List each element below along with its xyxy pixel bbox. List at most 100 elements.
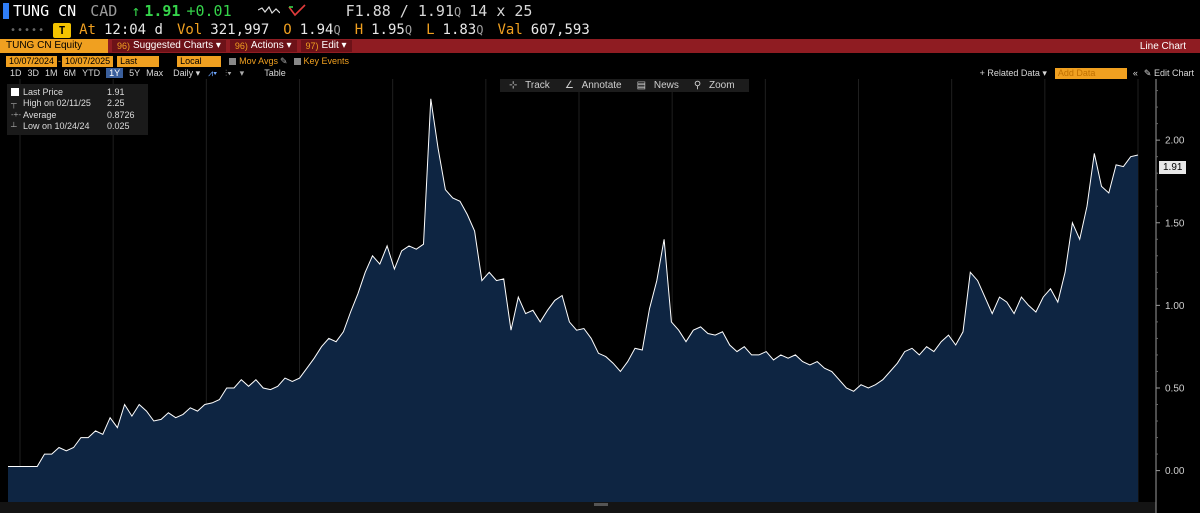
frequency-select[interactable]: Daily ▾ — [173, 67, 201, 78]
actions-button[interactable]: 96) Actions ▾ — [229, 40, 297, 52]
legend-value: 2.25 — [107, 98, 125, 109]
volume: 321,997 — [210, 22, 270, 38]
track-label: Track — [525, 80, 550, 91]
period-6m[interactable]: 6M — [63, 68, 77, 78]
net-change: +0.01 — [186, 2, 232, 20]
low-marker-icon: ┴ — [11, 121, 17, 131]
legend-row-last: Last Price 1.91 — [11, 86, 144, 98]
suggested-label: Suggested Charts — [133, 40, 214, 51]
ticker[interactable]: TUNG CN — [13, 2, 77, 20]
time-label: At — [79, 22, 96, 38]
period-3d[interactable]: 3D — [27, 68, 40, 78]
ask: 1.91 — [417, 2, 454, 20]
edit-num: 97) — [305, 41, 319, 51]
trade-icon[interactable]: T — [53, 22, 72, 38]
y-tick-label: 0.50 — [1165, 383, 1185, 394]
y-tick-label: 1.50 — [1165, 218, 1185, 229]
open-label: O — [283, 22, 292, 38]
chart-legend[interactable]: Last Price 1.91 ┬ High on 02/11/25 2.25 … — [7, 84, 148, 135]
open: 1.94 — [299, 22, 334, 38]
legend-row-average: -+- Average 0.8726 — [11, 109, 144, 121]
y-tick-label: 0.00 — [1165, 466, 1185, 477]
collapse-icon[interactable]: « — [1132, 68, 1138, 78]
ask-source: Q — [454, 5, 462, 19]
line-style-icon[interactable]: ⩘▾ — [208, 67, 218, 78]
annotate-label: Annotate — [581, 80, 622, 91]
high-source: Q — [404, 23, 413, 37]
legend-row-low: ┴ Low on 10/24/24 0.025 — [11, 121, 144, 133]
period-1d[interactable]: 1D — [10, 68, 22, 78]
legend-name: Low on 10/24/24 — [23, 121, 90, 132]
add-data-input[interactable]: Add Data — [1054, 67, 1127, 79]
scroll-handle — [594, 503, 608, 506]
currency-select[interactable]: Local CCY — [177, 55, 222, 77]
period-row: 1D 3D 1M 6M YTD 1Y 5Y Max Daily ▾ ⩘▾ ⫶▾ … — [0, 67, 1200, 79]
news-tool[interactable]: ▤ News — [636, 80, 679, 91]
more-icon[interactable]: ▾ — [239, 67, 245, 78]
average-marker-icon: -+- — [11, 110, 21, 120]
zoom-tool[interactable]: ⚲ Zoom — [693, 80, 735, 91]
checkbox-icon — [229, 57, 237, 65]
low-label: L — [426, 22, 435, 38]
open-source: Q — [333, 23, 341, 37]
legend-row-high: ┬ High on 02/11/25 2.25 — [11, 98, 144, 110]
legend-value: 0.8726 — [107, 109, 135, 120]
date-dash: - — [58, 56, 62, 66]
y-tick-label: 2.00 — [1165, 136, 1185, 147]
price-chart[interactable]: 0.00 0.50 1.00 1.50 2.00 — [0, 79, 1200, 513]
bid-ask: F1.88 / 1.91Q — [345, 2, 462, 20]
table-button[interactable]: Table — [264, 68, 286, 78]
suggested-charts-button[interactable]: 96) Suggested Charts ▾ — [112, 40, 226, 52]
start-date-input[interactable]: 10/07/2024 — [6, 55, 58, 67]
low: 1.83 — [442, 22, 477, 38]
period-1m[interactable]: 1M — [45, 68, 58, 78]
more-dots-icon[interactable]: ••••• — [10, 24, 46, 36]
related-data-button[interactable]: + Related Data ▾ — [979, 67, 1047, 78]
period-1y[interactable]: 1Y — [106, 68, 124, 78]
y-tick-label: 1.00 — [1165, 301, 1185, 312]
edit-label: Edit — [321, 40, 339, 51]
security-field[interactable]: TUNG CN Equity — [0, 39, 108, 53]
chart-tools: ⊹ Track ∠ Annotate ▤ News ⚲ Zoom — [500, 79, 749, 92]
quote-stats: ••••• T At 12:04 d Vol 321,997 O 1.94 Q H… — [0, 21, 1200, 39]
period-max[interactable]: Max — [146, 68, 164, 78]
legend-name: High on 02/11/25 — [23, 98, 91, 109]
bid-ask-size: 14 x 25 — [469, 2, 533, 20]
high: 1.95 — [371, 22, 405, 38]
right-tools: + Related Data ▾ Add Data « ✎ Edit Chart — [979, 67, 1194, 79]
sparkline-icon — [257, 5, 280, 15]
mov-avgs-label: Mov Avgs — [239, 55, 278, 66]
function-toolbar: TUNG CN Equity 96) Suggested Charts ▾ 96)… — [0, 39, 1200, 53]
key-events-toggle[interactable]: Key Events — [293, 56, 350, 66]
key-events-label: Key Events — [303, 56, 350, 66]
end-date-input[interactable]: 10/07/2025 — [62, 55, 114, 67]
volume-label: Vol — [176, 22, 203, 38]
zoom-label: Zoom — [708, 80, 735, 91]
track-tool[interactable]: ⊹ Track — [509, 80, 550, 91]
mov-avgs-toggle[interactable]: Mov Avgs ✎ — [229, 55, 288, 67]
settings-row: 10/07/2024 - 10/07/2025 Last Price Local… — [0, 55, 1200, 77]
actions-num: 96) — [234, 41, 248, 51]
legend-value: 1.91 — [107, 86, 125, 97]
last-price-swatch-icon — [11, 87, 23, 96]
period-5y[interactable]: 5Y — [129, 68, 141, 78]
high-marker-icon: ┬ — [11, 98, 17, 108]
period-ytd[interactable]: YTD — [82, 68, 101, 78]
check-down-icon — [287, 4, 306, 17]
price-line — [8, 98, 1139, 467]
checkbox-icon — [293, 58, 301, 66]
edit-button[interactable]: 97) Edit ▾ — [300, 40, 352, 52]
bid: 1.88 — [354, 2, 391, 20]
field-select[interactable]: Last Price — [117, 55, 160, 77]
pencil-icon[interactable]: ✎ — [279, 55, 288, 66]
edit-chart-button[interactable]: ✎ Edit Chart — [1143, 67, 1194, 78]
annotate-tool[interactable]: ∠ Annotate — [564, 80, 622, 91]
news-label: News — [653, 80, 679, 91]
trade-time: 12:04 d — [103, 22, 163, 38]
bars-icon[interactable]: ⫶▾ — [225, 67, 232, 78]
price-area — [8, 98, 1138, 503]
last-price: 1.91 — [144, 2, 181, 20]
high-label: H — [354, 22, 364, 38]
low-source: Q — [476, 23, 484, 37]
related-data-label: + Related Data — [979, 67, 1040, 78]
